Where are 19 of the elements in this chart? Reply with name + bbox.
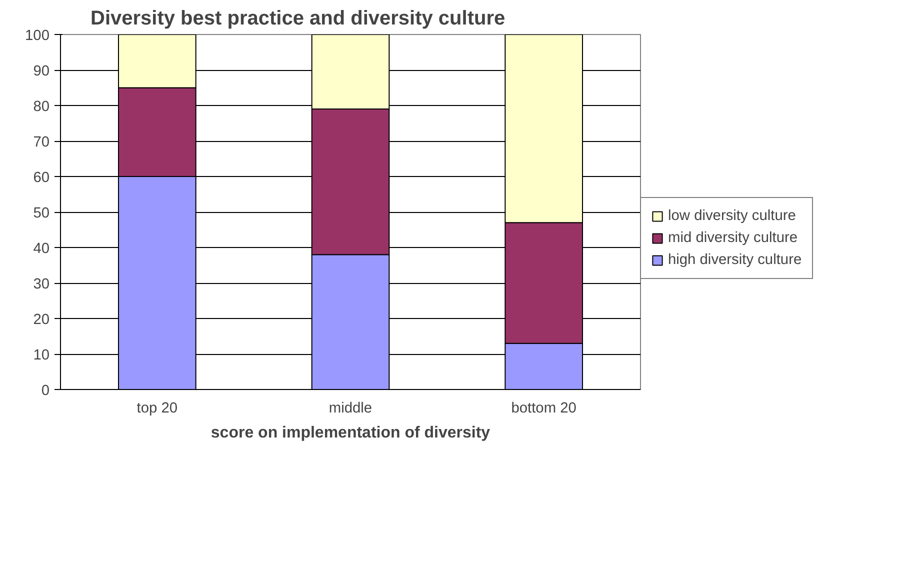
y-tick-label: 50 [33,206,50,222]
legend-label: high diversity culture [668,252,802,268]
chart-title: Diversity best practice and diversity culture [90,8,506,30]
legend-label: low diversity culture [668,208,796,224]
x-axis-title: score on implementation of diversity [210,424,490,442]
legend-label: mid diversity culture [668,230,798,246]
x-tick-label: middle [328,400,372,416]
y-tick-label: 70 [33,134,50,150]
y-tick-label: 100 [25,28,50,44]
y-tick-label: 20 [33,312,50,328]
y-tick-label: 60 [33,170,50,186]
y-tick-label: 40 [33,241,50,257]
y-tick-label: 90 [33,64,50,80]
y-tick-label: 10 [33,348,50,364]
x-tick-label: top 20 [136,400,178,416]
y-tick-label: 30 [33,276,50,292]
x-tick-label: bottom 20 [511,400,576,416]
y-tick-label: 80 [33,99,50,115]
y-tick-label: 0 [41,383,50,399]
